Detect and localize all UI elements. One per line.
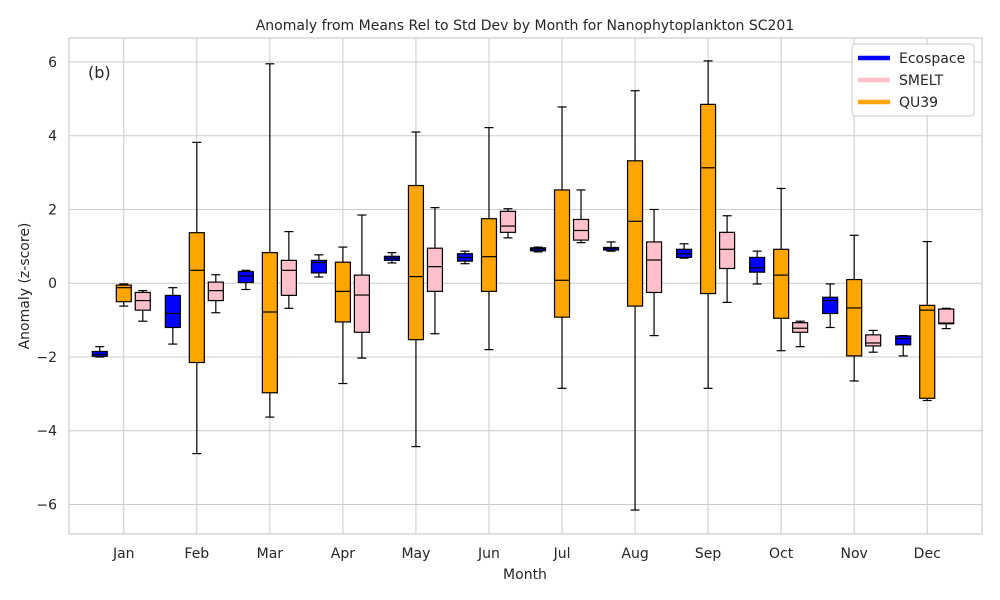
box-qu39-jul (553, 106, 571, 389)
x-tick-label: Sep (695, 546, 722, 562)
box-qu39-jun (480, 127, 498, 351)
box-iqr (846, 278, 863, 357)
box-iqr (237, 270, 254, 284)
box-smelt-jan (134, 290, 151, 322)
box-iqr (134, 291, 151, 311)
box-iqr (310, 259, 327, 274)
x-tick-label: Dec (914, 546, 941, 562)
box-ecospace-dec (895, 335, 912, 357)
box-smelt-jul (572, 189, 590, 244)
box-qu39-mar (261, 63, 278, 418)
panel-label: (b) (88, 63, 111, 82)
box-ecospace-mar (237, 269, 254, 291)
box-iqr (164, 294, 181, 329)
box-iqr (626, 160, 644, 307)
x-tick-label: Apr (331, 546, 355, 562)
x-axis-label: Month (503, 567, 547, 583)
x-tick-label: Feb (184, 546, 209, 562)
box-ecospace-jun (456, 250, 474, 265)
box-ecospace-jan (91, 346, 108, 358)
box-qu39-may (407, 131, 425, 448)
box-qu39-dec (919, 240, 936, 402)
box-ecospace-oct (749, 250, 766, 285)
box-iqr (895, 335, 912, 346)
x-tick-label: Oct (769, 546, 794, 562)
box-iqr (792, 322, 809, 333)
box-ecospace-apr (310, 254, 327, 278)
box-smelt-apr (353, 214, 370, 359)
box-iqr (822, 296, 839, 315)
box-ecospace-sep (675, 243, 693, 259)
x-tick-label: Aug (621, 546, 648, 562)
box-smelt-dec (938, 307, 955, 330)
box-iqr (334, 261, 351, 323)
x-tick-label: Jun (477, 546, 500, 562)
box-iqr (749, 256, 766, 273)
box-ecospace-feb (164, 287, 181, 345)
plot-area: −6 −4 −2 0 2 4 6 Jan Feb Mar Apr May Jun Jul Aug Sep Oct… (36, 37, 983, 562)
x-tick-label: Nov (841, 546, 868, 562)
y-tick-label: 6 (48, 55, 57, 71)
box-iqr (919, 304, 936, 399)
plot-frame (68, 37, 983, 535)
y-tick-label: 4 (48, 129, 57, 145)
box-ecospace-nov (822, 283, 839, 329)
box-smelt-nov (865, 329, 882, 353)
legend-label-smelt: SMELT (899, 73, 944, 89)
box-qu39-nov (846, 234, 863, 382)
box-iqr (426, 247, 444, 292)
box-qu39-apr (334, 246, 351, 385)
box-qu39-jan (115, 283, 132, 307)
x-tick-label: Jan (112, 546, 135, 562)
chart-title: Anomaly from Means Rel to Std Dev by Mon… (256, 18, 795, 34)
x-tick-label: May (401, 546, 430, 562)
box-ecospace-jul (529, 246, 547, 253)
box-smelt-oct (792, 320, 809, 348)
y-axis-label: Anomaly (z-score) (17, 223, 33, 350)
box-iqr (553, 189, 571, 318)
box-smelt-feb (207, 274, 224, 314)
box-iqr (280, 259, 297, 297)
box-ecospace-aug (602, 241, 620, 252)
box-smelt-jun (499, 208, 517, 239)
box-smelt-may (426, 207, 444, 335)
box-iqr (865, 334, 882, 347)
box-qu39-aug (626, 90, 644, 511)
box-iqr (261, 252, 278, 394)
legend-frame (851, 43, 975, 117)
y-tick-label: 2 (48, 202, 57, 218)
box-iqr (480, 218, 498, 292)
x-tick-label: Jul (553, 546, 571, 562)
box-iqr (499, 210, 517, 233)
legend: Ecospace SMELT QU39 (851, 43, 975, 117)
legend-label-ecospace: Ecospace (899, 51, 965, 67)
box-iqr (188, 232, 205, 364)
y-tick-label: −4 (36, 424, 57, 440)
y-tick-label: 0 (48, 276, 57, 292)
y-tick-label: −2 (36, 350, 57, 366)
box-qu39-feb (188, 141, 205, 455)
box-iqr (115, 284, 132, 303)
box-iqr (353, 274, 370, 333)
y-tick-label: −6 (36, 497, 57, 513)
box-iqr (572, 218, 590, 241)
box-ecospace-may (383, 252, 401, 264)
box-smelt-sep (718, 215, 736, 304)
box-qu39-oct (773, 187, 790, 352)
box-iqr (718, 231, 736, 270)
box-iqr (699, 103, 717, 295)
box-iqr (938, 308, 955, 325)
legend-label-qu39: QU39 (899, 95, 938, 111)
box-qu39-sep (699, 60, 717, 389)
box-iqr (773, 248, 790, 319)
box-smelt-aug (645, 208, 663, 337)
x-tick-label: Mar (257, 546, 284, 562)
box-smelt-mar (280, 231, 297, 309)
box-iqr (645, 241, 663, 294)
box-iqr (407, 184, 425, 341)
box-iqr (207, 281, 224, 302)
